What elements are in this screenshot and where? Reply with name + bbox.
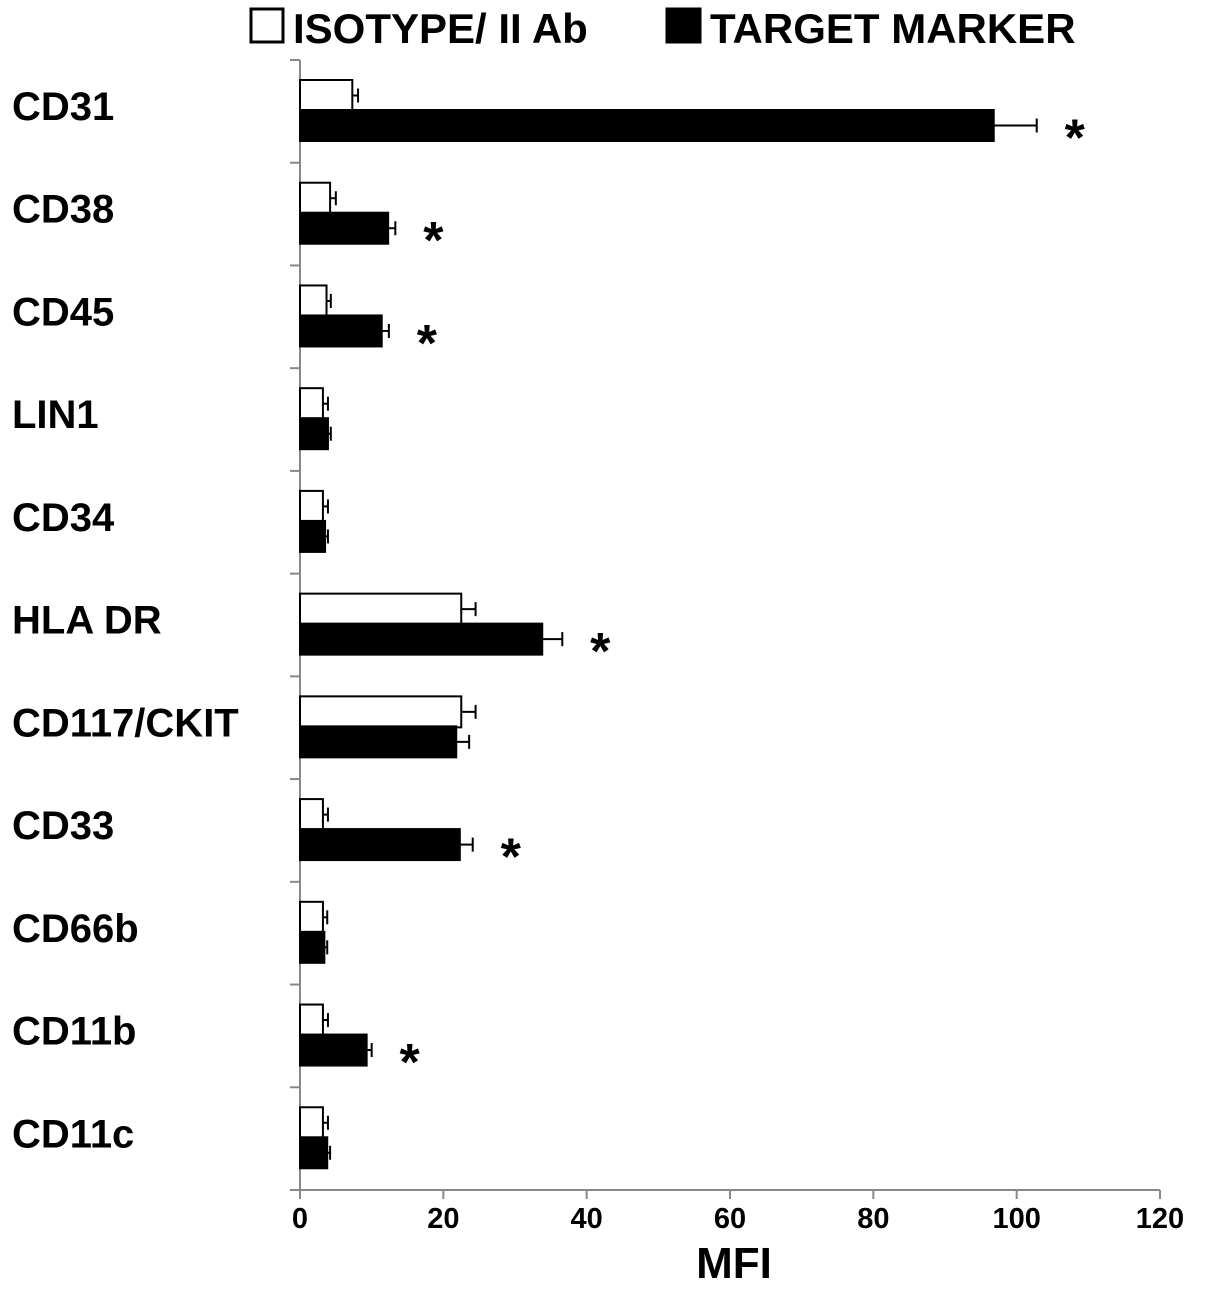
error-bar-isotype	[322, 807, 329, 822]
error-bar-target	[327, 1145, 332, 1160]
error-bar-isotype	[322, 396, 329, 411]
x-tick-label: 40	[571, 1203, 603, 1235]
legend: ISOTYPE/ II Ab TARGET MARKER	[249, 5, 1076, 52]
x-tick-label: 60	[714, 1203, 746, 1235]
error-bar-isotype	[322, 910, 329, 925]
legend-label-target: TARGET MARKER	[710, 5, 1076, 52]
x-axis-title: MFI	[696, 1239, 772, 1288]
category-label: CD66b	[12, 907, 139, 951]
bar-isotype	[299, 284, 328, 318]
legend-swatch-isotype	[249, 7, 285, 44]
error-bar-target	[324, 940, 329, 955]
legend-swatch-target	[665, 7, 702, 44]
error-bar-isotype	[461, 602, 477, 617]
bar-target	[299, 417, 329, 451]
bar-isotype	[299, 489, 324, 523]
significance-star: *	[1065, 110, 1086, 168]
error-bar-target	[366, 1043, 373, 1058]
significance-star: *	[400, 1034, 421, 1092]
significance-star: *	[501, 829, 522, 887]
error-bar-isotype	[330, 191, 337, 206]
error-bar-isotype	[461, 704, 477, 719]
error-bar-target	[459, 837, 474, 852]
bar-isotype	[299, 79, 354, 112]
error-bar-target	[456, 734, 471, 749]
error-bar-isotype	[322, 499, 329, 514]
bar-isotype	[299, 181, 332, 215]
category-label: CD33	[12, 804, 114, 848]
bar-isotype	[299, 798, 324, 832]
category-label: CD117/CKIT	[12, 701, 239, 745]
x-tick-label: 100	[992, 1203, 1040, 1235]
bar-target	[299, 314, 383, 348]
bar-target	[299, 828, 461, 862]
bar-target	[299, 211, 390, 245]
x-tick-label: 20	[427, 1203, 459, 1235]
bar-isotype	[299, 695, 463, 729]
bar-isotype	[299, 1003, 324, 1037]
significance-star: *	[590, 623, 611, 681]
category-label: CD45	[12, 290, 114, 334]
bar-isotype	[299, 900, 324, 934]
error-bar-target	[542, 632, 564, 647]
error-bar-isotype	[326, 293, 332, 308]
bar-target	[299, 1136, 329, 1170]
error-bars	[322, 88, 1038, 1160]
significance-markers: * * * * * *	[400, 110, 1086, 1093]
bar-target	[299, 1033, 368, 1067]
error-bar-isotype	[322, 1115, 329, 1130]
bar-target	[299, 109, 995, 142]
x-tick-label: 0	[292, 1203, 308, 1235]
bars	[299, 79, 995, 1170]
category-label: CD11c	[12, 1112, 134, 1156]
x-tick-labels: 0 20 40 60 80 100 120	[292, 1203, 1184, 1235]
bar-isotype	[299, 1106, 324, 1140]
category-label: CD38	[12, 188, 114, 232]
significance-star: *	[423, 212, 444, 270]
error-bar-target	[388, 221, 397, 236]
error-bar-target	[325, 529, 329, 544]
category-label: CD11b	[12, 1010, 137, 1054]
error-bar-target	[327, 426, 332, 441]
significance-star: *	[417, 315, 438, 373]
bar-target	[299, 930, 326, 964]
error-bar-target	[993, 118, 1038, 133]
x-tick-label: 120	[1136, 1203, 1184, 1235]
legend-label-isotype: ISOTYPE/ II Ab	[293, 5, 588, 52]
error-bar-target	[381, 323, 390, 338]
error-bar-isotype	[352, 88, 360, 103]
bar-isotype	[299, 387, 324, 421]
category-label: CD31	[12, 85, 114, 129]
category-label: CD34	[12, 496, 115, 540]
bar-target	[299, 725, 458, 759]
bar-isotype	[299, 592, 463, 626]
x-tick-label: 80	[857, 1203, 889, 1235]
category-label: LIN1	[12, 393, 99, 437]
category-label: HLA DR	[12, 599, 162, 643]
category-labels: CD31 CD38 CD45 LIN1 CD34 HLA DR CD117/CKIT CD33…	[12, 85, 239, 1156]
bar-target	[299, 519, 327, 553]
error-bar-isotype	[322, 1013, 329, 1028]
bar-target	[299, 622, 544, 656]
